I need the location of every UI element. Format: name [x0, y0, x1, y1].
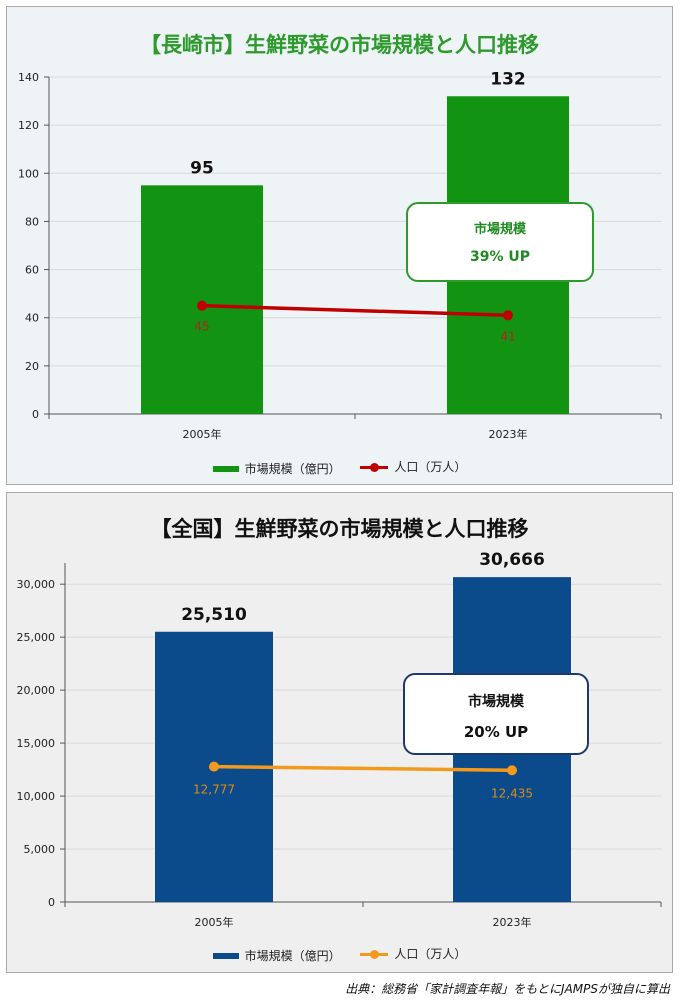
- legend-bar-swatch: [212, 952, 239, 959]
- series-line: [201, 303, 509, 318]
- legend: 市場規模（億円） 人口（万人）: [7, 945, 672, 964]
- y-tick-label: 0: [32, 408, 39, 421]
- legend-label: 人口（万人）: [394, 460, 467, 474]
- legend-item-population: 人口（万人）: [360, 945, 466, 962]
- growth-callout: 市場規模 20% UP: [403, 673, 589, 755]
- legend-item-population: 人口（万人）: [360, 458, 466, 475]
- legend-line-swatch: [360, 949, 389, 959]
- y-tick-label: 15,000: [17, 737, 56, 750]
- y-tick-label: 100: [18, 167, 39, 180]
- bar-data-label: 30,666: [479, 550, 545, 570]
- legend-bar-swatch: [212, 465, 239, 472]
- callout-label: 市場規模: [468, 694, 524, 710]
- bar-data-label: 25,510: [181, 605, 247, 625]
- line-point: [209, 761, 219, 772]
- line-data-label: 12,435: [491, 786, 533, 800]
- y-tick-label: 0: [48, 896, 55, 909]
- chart-title: 【全国】生鮮野菜の市場規模と人口推移: [150, 517, 529, 541]
- y-tick-label: 10,000: [17, 790, 56, 803]
- line-point: [197, 300, 207, 311]
- y-tick-label: 25,000: [17, 631, 56, 644]
- legend-label: 市場規模（億円）: [244, 462, 341, 476]
- bar: [141, 185, 263, 414]
- line-data-label: 12,777: [193, 783, 235, 797]
- legend-label: 市場規模（億円）: [244, 949, 341, 963]
- y-tick-label: 30,000: [17, 578, 56, 591]
- y-tick-label: 5,000: [24, 843, 56, 856]
- x-tick-label: 2023年: [493, 915, 532, 929]
- callout-label: 市場規模: [473, 222, 526, 237]
- y-tick-label: 20: [25, 360, 39, 373]
- y-tick-label: 80: [25, 215, 39, 228]
- y-tick-label: 40: [25, 312, 39, 325]
- callout-value: 20% UP: [463, 723, 529, 741]
- x-tick-label: 2023年: [489, 427, 528, 441]
- legend-item-market: 市場規模（億円）: [212, 460, 341, 477]
- y-tick-label: 60: [25, 264, 39, 277]
- y-tick-label: 120: [18, 119, 39, 132]
- legend-item-market: 市場規模（億円）: [212, 947, 341, 964]
- line-point: [503, 310, 513, 321]
- legend-line-swatch: [360, 462, 389, 472]
- chart-panel-nagasaki: 【長崎市】生鮮野菜の市場規模と人口推移 0 20 40 60 80 100 120 140 20…: [6, 6, 673, 485]
- legend-label: 人口（万人）: [394, 947, 467, 961]
- y-tick-label: 20,000: [17, 684, 56, 697]
- legend: 市場規模（億円） 人口（万人）: [7, 458, 672, 477]
- growth-callout: 市場規模 39% UP: [406, 202, 594, 282]
- series-line: [213, 764, 513, 773]
- y-tick-label: 140: [18, 71, 39, 84]
- x-tick-label: 2005年: [183, 427, 222, 441]
- source-note: 出典：総務省「家計調査年報」をもとにJAMPSが独自に算出: [345, 982, 670, 996]
- bar-data-label: 132: [490, 69, 526, 89]
- chart-title: 【長崎市】生鮮野菜の市場規模と人口推移: [140, 33, 539, 57]
- chart-panel-national: 【全国】生鮮野菜の市場規模と人口推移 0 5,000 10,000 15,000 20,…: [6, 492, 673, 973]
- x-tick-label: 2005年: [195, 915, 234, 929]
- line-data-label: 41: [500, 329, 515, 343]
- bar-data-label: 95: [190, 158, 214, 178]
- line-point: [507, 765, 517, 776]
- line-data-label: 45: [194, 320, 209, 334]
- callout-value: 39% UP: [469, 249, 530, 265]
